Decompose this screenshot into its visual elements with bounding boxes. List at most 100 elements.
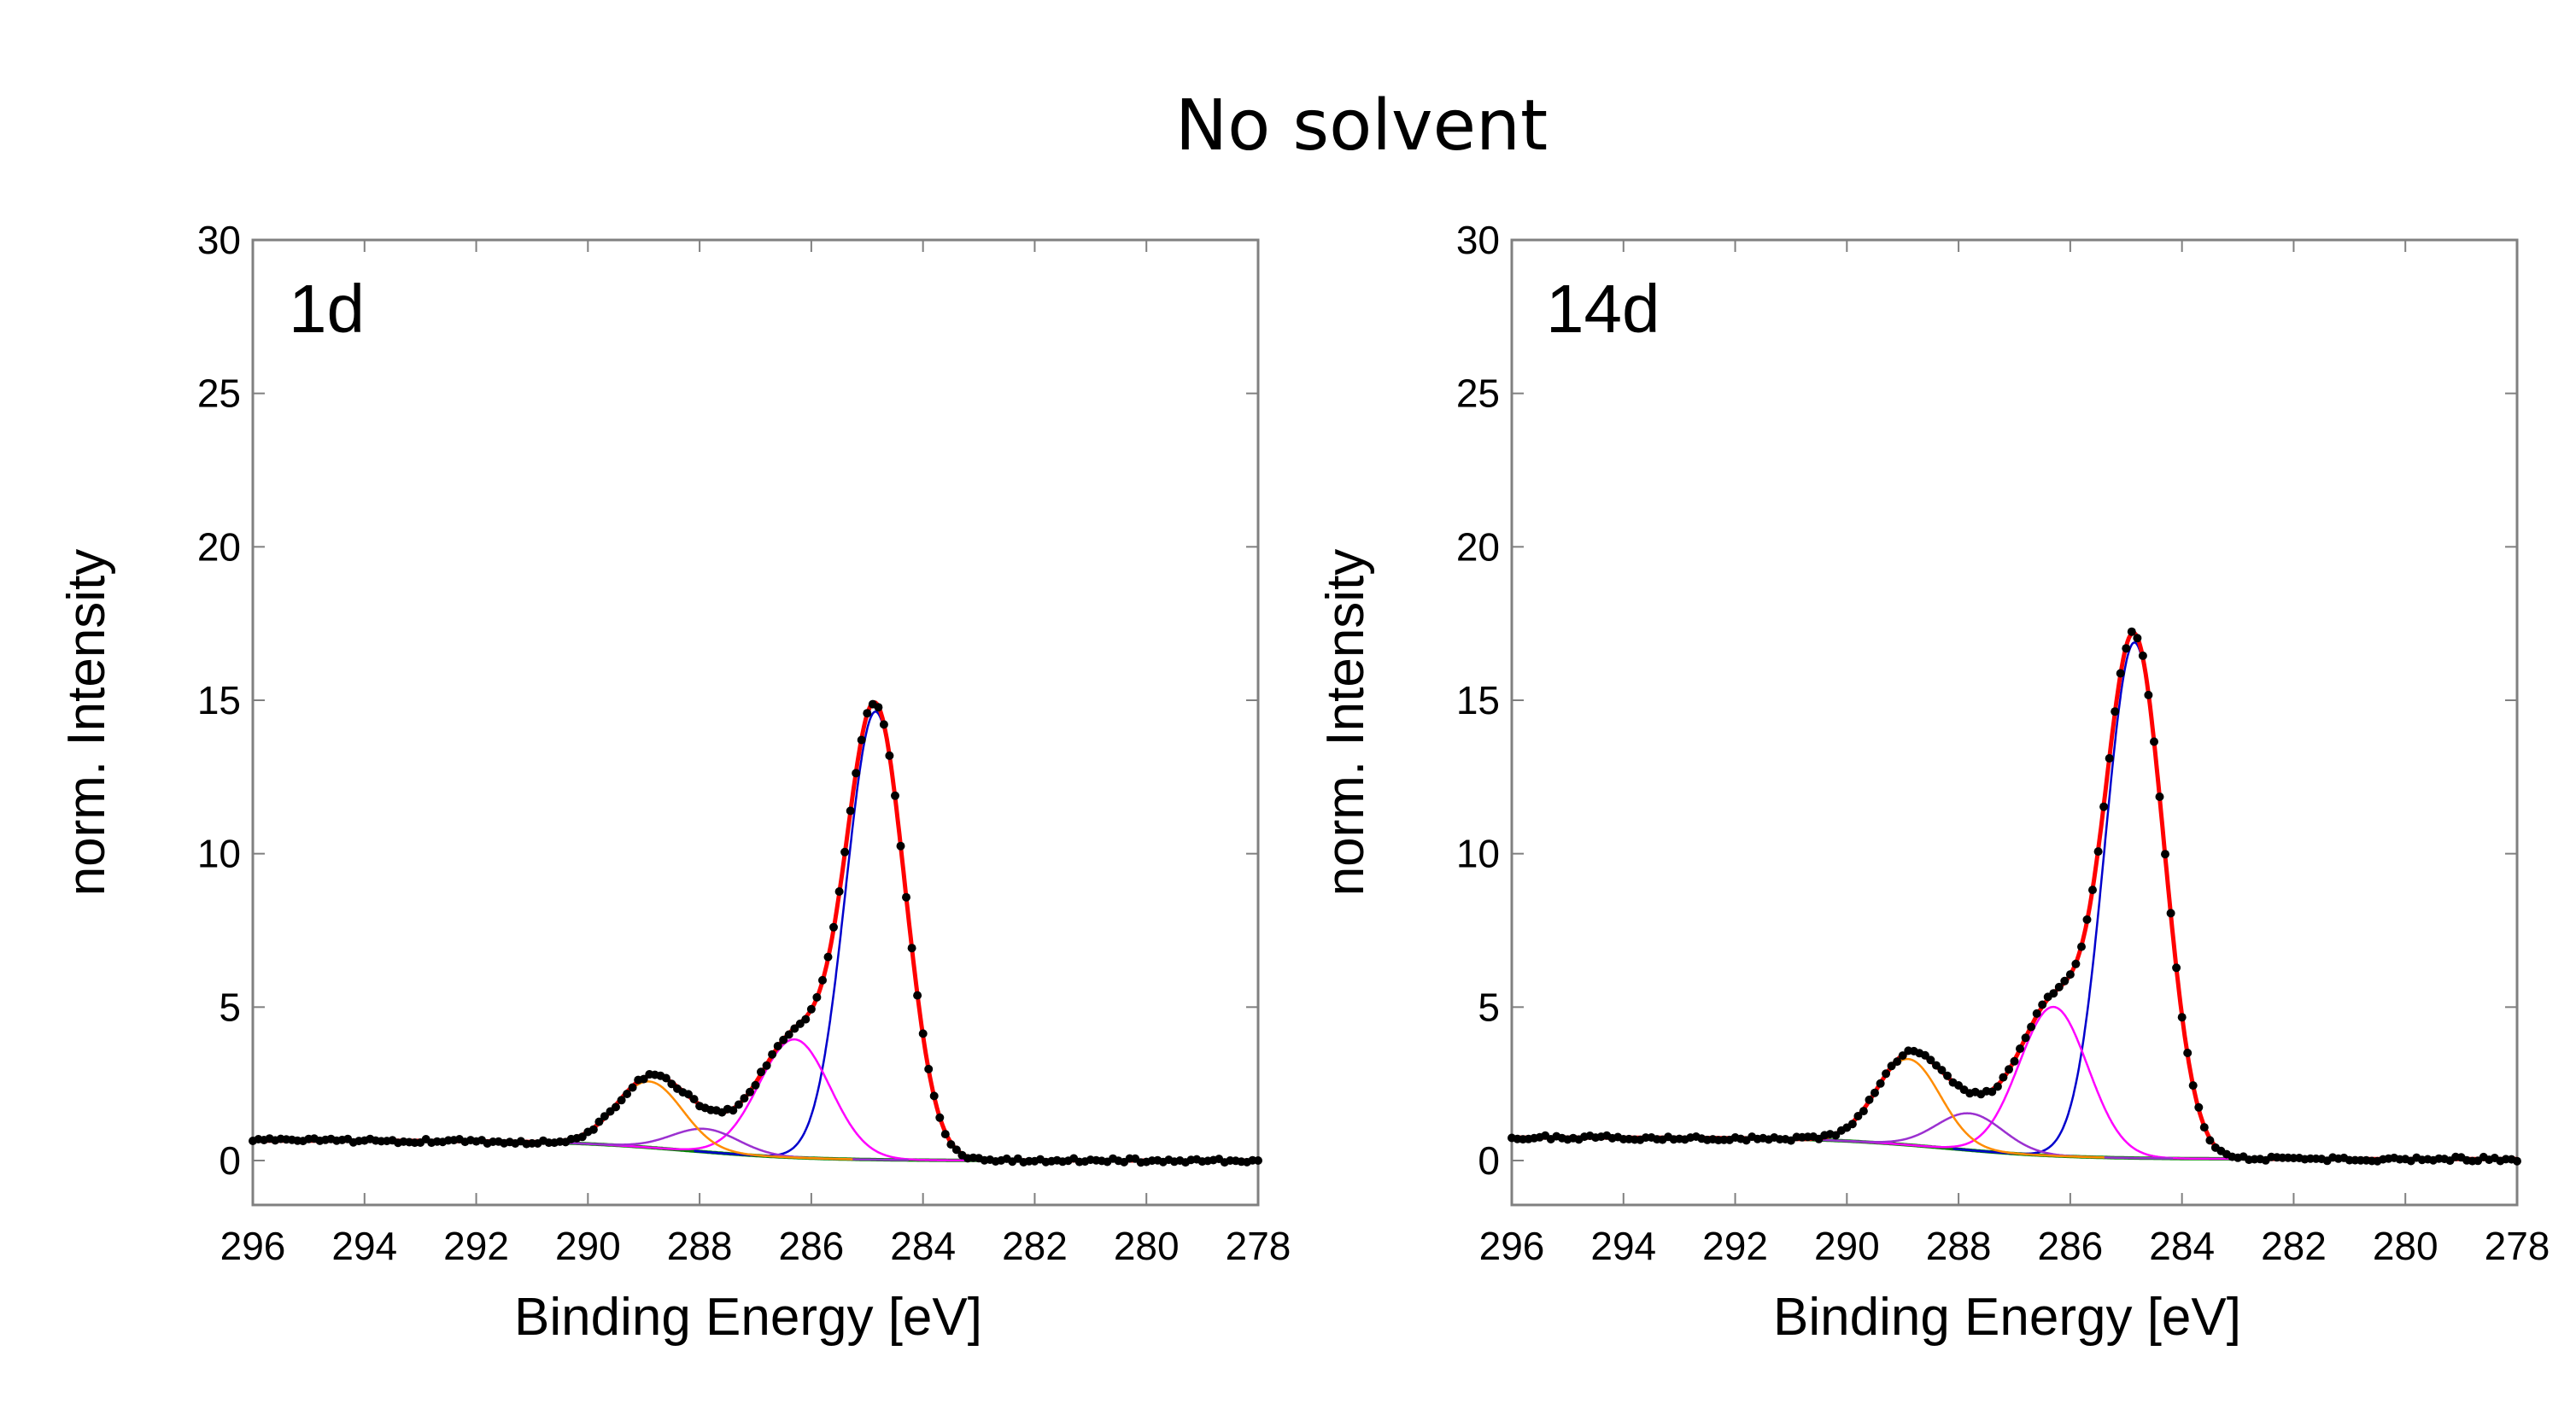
data-point bbox=[2122, 644, 2131, 653]
data-point bbox=[600, 1112, 609, 1121]
data-point bbox=[790, 1024, 799, 1033]
y-tick-label: 25 bbox=[197, 371, 241, 416]
x-tick-label: 294 bbox=[331, 1224, 397, 1268]
data-point bbox=[2032, 1009, 2041, 1018]
data-point bbox=[1932, 1061, 1941, 1070]
data-point bbox=[2010, 1056, 2019, 1066]
data-point bbox=[2133, 634, 2142, 643]
data-point bbox=[583, 1127, 593, 1137]
data-point bbox=[628, 1083, 637, 1092]
data-point bbox=[2105, 754, 2114, 763]
data-point bbox=[902, 892, 910, 902]
y-tick-label: 10 bbox=[1456, 832, 1500, 876]
data-point bbox=[2177, 1013, 2187, 1022]
y-axis-title: norm. Intensity bbox=[1316, 549, 1375, 897]
y-tick-label: 15 bbox=[197, 678, 241, 722]
fit-curves bbox=[253, 699, 1258, 1163]
data-point bbox=[746, 1087, 754, 1096]
data-point bbox=[840, 847, 850, 857]
data-point bbox=[1508, 1133, 1516, 1143]
data-point bbox=[695, 1102, 705, 1111]
x-tick-label: 278 bbox=[1226, 1224, 1291, 1268]
data-point bbox=[784, 1030, 793, 1039]
data-point bbox=[2161, 850, 2169, 859]
data-point bbox=[1859, 1107, 1868, 1116]
data-point bbox=[935, 1113, 945, 1122]
data-point bbox=[2027, 1022, 2036, 1032]
data-point bbox=[2127, 627, 2136, 636]
data-points bbox=[249, 699, 1262, 1167]
data-point bbox=[1904, 1046, 1913, 1056]
data-point bbox=[795, 1019, 805, 1028]
data-point bbox=[891, 791, 899, 800]
data-point bbox=[2144, 690, 2153, 699]
x-tick-label: 296 bbox=[1479, 1224, 1545, 1268]
data-point bbox=[673, 1084, 682, 1093]
data-point bbox=[667, 1079, 676, 1089]
data-point bbox=[2099, 802, 2109, 811]
data-point bbox=[623, 1090, 632, 1098]
axis-ticks: 296 294 292 290 288 286 284 282 280 278 0 5 10 15 20 25… bbox=[197, 218, 1291, 1268]
data-point bbox=[1887, 1061, 1896, 1071]
data-point bbox=[689, 1095, 699, 1104]
data-point bbox=[879, 720, 888, 729]
data-point bbox=[2188, 1081, 2198, 1091]
data-point bbox=[1993, 1082, 2002, 1091]
data-point bbox=[885, 751, 894, 760]
y-axis-title: norm. Intensity bbox=[57, 549, 116, 897]
fit-curves bbox=[1512, 630, 2517, 1161]
data-point bbox=[823, 952, 833, 962]
y-tick-label: 30 bbox=[1456, 218, 1500, 262]
data-point bbox=[2111, 707, 2120, 716]
data-point bbox=[740, 1094, 749, 1103]
component-curve bbox=[1952, 641, 2316, 1161]
envelope-line bbox=[1512, 630, 2517, 1161]
x-axis-title: Binding Energy [eV] bbox=[1773, 1288, 2241, 1347]
data-point bbox=[806, 1004, 816, 1014]
figure-title: No solvent bbox=[1175, 85, 1548, 167]
y-tick-label: 25 bbox=[1456, 371, 1500, 416]
y-tick-label: 15 bbox=[1456, 678, 1500, 722]
data-point bbox=[1876, 1079, 1885, 1088]
component-curve bbox=[1766, 1112, 2174, 1160]
x-tick-label: 284 bbox=[890, 1224, 956, 1268]
data-point bbox=[2071, 959, 2081, 968]
data-point bbox=[762, 1061, 771, 1070]
data-point bbox=[768, 1050, 777, 1059]
data-point bbox=[2088, 886, 2097, 895]
y-tick-label: 20 bbox=[197, 524, 241, 569]
data-point bbox=[924, 1064, 934, 1073]
data-point bbox=[812, 992, 822, 1002]
chart-panel-14d: 296 294 292 290 288 286 284 282 280 278 0 5 10 15 20 25… bbox=[1316, 218, 2550, 1347]
data-point bbox=[606, 1107, 615, 1116]
x-tick-label: 290 bbox=[555, 1224, 621, 1268]
data-point bbox=[1943, 1071, 1952, 1080]
data-point bbox=[2210, 1143, 2220, 1152]
data-point bbox=[594, 1117, 604, 1126]
y-tick-label: 0 bbox=[1478, 1138, 1500, 1183]
data-point bbox=[896, 841, 905, 851]
data-point bbox=[2065, 970, 2075, 979]
data-point bbox=[2199, 1123, 2209, 1132]
data-point bbox=[645, 1070, 654, 1079]
x-tick-label: 286 bbox=[2038, 1224, 2104, 1268]
data-point bbox=[834, 887, 844, 896]
data-point bbox=[1853, 1112, 1863, 1120]
component-curve bbox=[577, 1038, 1013, 1162]
data-point bbox=[2082, 915, 2092, 924]
data-points bbox=[1508, 627, 2521, 1166]
data-point bbox=[2016, 1044, 2024, 1053]
x-tick-label: 288 bbox=[667, 1224, 733, 1268]
y-tick-label: 20 bbox=[1456, 524, 1500, 569]
data-point bbox=[1865, 1095, 1874, 1104]
y-tick-label: 10 bbox=[197, 832, 241, 876]
data-point bbox=[757, 1067, 765, 1077]
axis-ticks: 296 294 292 290 288 286 284 282 280 278 0 5 10 15 20 25… bbox=[1456, 218, 2550, 1268]
data-point bbox=[2093, 847, 2103, 857]
data-point bbox=[2183, 1049, 2193, 1057]
data-point bbox=[940, 1130, 950, 1139]
data-point bbox=[2021, 1033, 2030, 1043]
data-point bbox=[2077, 942, 2086, 951]
y-tick-label: 5 bbox=[1478, 985, 1500, 1029]
